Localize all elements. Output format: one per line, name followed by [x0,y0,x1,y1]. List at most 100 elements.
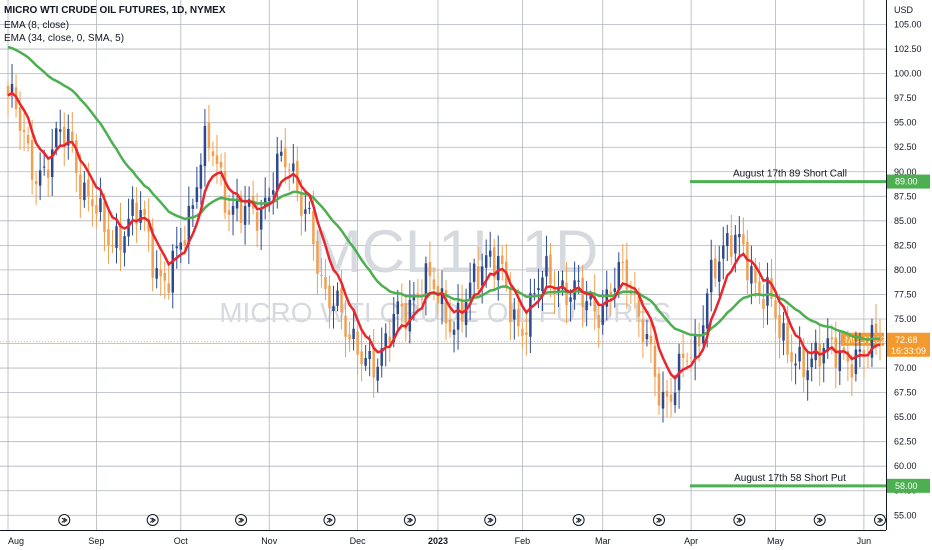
candle-body [171,250,175,293]
candle-body [247,199,251,207]
candle-body [199,164,203,189]
x-tick-label: Oct [174,536,189,546]
candle-body [734,234,737,254]
level-label: August 17th 58 Short Put [734,473,846,484]
candle-body [525,332,528,335]
candle-body [448,319,452,333]
indicator-ema-slow[interactable]: EMA (34, close, 0, SMA, 5) [4,33,125,44]
candle-body [705,293,709,329]
dividend-event-icon[interactable] [733,514,746,526]
candle-body [838,350,842,371]
candle-body [328,285,331,309]
candle-body [155,268,158,279]
candle-body [565,282,568,306]
dividend-event-icon[interactable] [323,514,336,526]
dividend-event-icon[interactable] [403,514,416,526]
candle-body [103,201,106,232]
candle-body [183,240,187,246]
candle-body [488,250,492,257]
last-price-tag-text: 72.68 [895,335,918,345]
candle-body [585,301,588,311]
candle-body [802,346,805,378]
candle-body [163,272,166,281]
candle-body [288,169,291,171]
candle-body [810,358,813,368]
candle-body [6,85,10,96]
y-tick-label: 102.50 [894,44,922,54]
candle-body [549,254,552,285]
candle-body [54,128,58,148]
candle-body [529,293,532,337]
candle-body [191,205,195,209]
candle-body [352,328,355,340]
candle-body [806,370,809,381]
indicator-ema-fast[interactable]: EMA (8, close) [4,20,70,31]
candle-body [597,314,600,328]
candle-body [267,197,271,202]
dividend-event-icon[interactable] [58,514,71,526]
candle-body [87,179,90,197]
x-tick-label: Jun [857,536,872,546]
time-axis[interactable]: Aug Sep Oct Nov Dec 2023 Feb Mar Apr May Jun [0,530,886,547]
candle-body [850,364,854,378]
candle-body [766,277,769,306]
candle-body [324,276,327,289]
event-icon-glyph [575,517,582,523]
y-tick-label: 62.50 [894,437,917,447]
candle-body [517,309,520,327]
candle-body [657,373,661,406]
candle-body [754,264,757,283]
candle-body [521,328,524,336]
dividend-event-icon[interactable] [235,514,248,526]
event-icon-glyph [656,517,663,523]
dividend-event-icon[interactable] [146,514,159,526]
candle-body [420,298,424,300]
y-tick-label: 87.50 [894,191,917,201]
candle-body [798,346,801,362]
dividend-event-icon[interactable] [572,514,585,526]
event-icon-glyph [61,517,68,523]
candle-body [135,202,138,225]
event-markers [58,514,886,526]
event-icon-glyph [238,517,245,523]
candle-body [822,348,825,364]
dividend-event-icon[interactable] [484,514,497,526]
candle-body [175,246,179,249]
candle-body [219,161,223,168]
ema-fast-line [7,91,881,381]
y-tick-label: 75.00 [894,314,917,324]
candle-body [790,352,793,362]
event-icon-glyph [487,517,494,523]
level-price-tag [887,478,930,493]
candle-body [207,122,211,149]
candle-body [50,149,54,178]
y-tick-label: 85.00 [894,216,917,226]
candle-body [292,163,295,171]
candle-body [243,205,247,225]
candle-body [223,170,227,213]
candle-body [392,313,396,343]
price-axis[interactable]: USD 105.00 102.50 100.00 97.50 95.00 92.50 90.0… [886,0,932,550]
candle-body [468,282,472,300]
dividend-event-icon[interactable] [873,514,886,526]
dividend-event-icon[interactable] [813,514,826,526]
candle-body [179,242,183,250]
candle-body [372,347,375,378]
candle-body [151,228,154,278]
candle-body [649,335,653,345]
candles [6,63,882,423]
candle-body [75,140,78,173]
y-tick-label: 70.00 [894,363,917,373]
dividend-event-icon[interactable] [652,514,665,526]
candle-body [645,334,649,340]
candle-body [621,262,625,264]
watermark-symbol: MCL1!, 1D [312,218,599,285]
candle-body [709,259,713,293]
y-tick-label: 100.00 [894,69,922,79]
candle-body [284,148,287,168]
currency-label: USD [894,5,914,15]
candle-body [356,331,359,355]
candle-body [255,211,259,231]
